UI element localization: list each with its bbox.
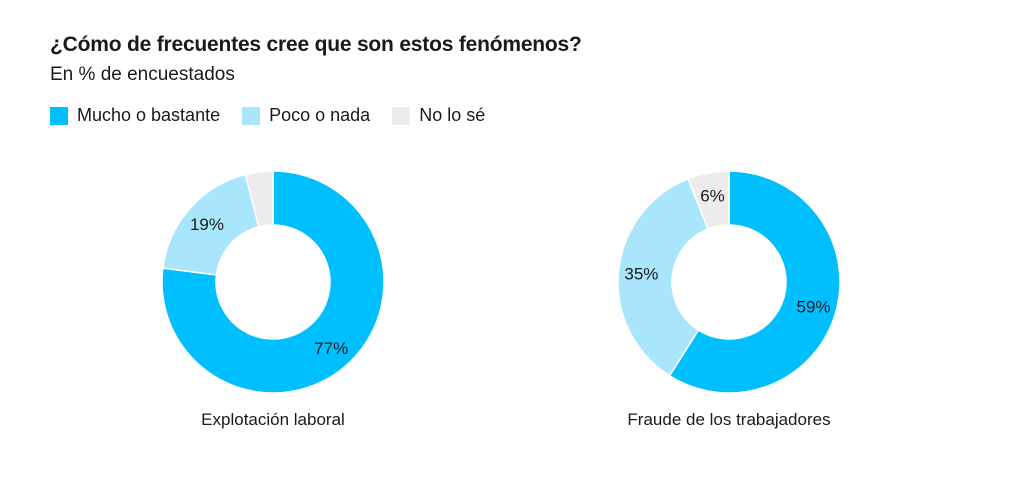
donut-2-label-mucho: 59% <box>796 298 830 317</box>
donut-2-slice-poco <box>617 177 709 377</box>
legend-item-nolose: No lo sé <box>392 105 485 126</box>
legend-label-poco: Poco o nada <box>269 105 371 125</box>
legend-item-mucho: Mucho o bastante <box>50 105 220 126</box>
donut-1-title: Explotación laboral <box>201 410 345 429</box>
chart-title: ¿Cómo de frecuentes cree que son estos f… <box>50 33 582 56</box>
donut-2-slice-mucho <box>668 170 841 394</box>
donut-2-slice-nolose <box>687 170 730 230</box>
legend-item-poco: Poco o nada <box>242 105 370 126</box>
legend: Mucho o bastante Poco o nada No lo sé <box>50 105 507 126</box>
legend-swatch-poco <box>242 106 261 125</box>
donut-2-label-poco: 35% <box>624 265 658 284</box>
donut-1-slice-mucho <box>161 170 385 394</box>
donut-2-label-nolose: 6% <box>700 187 725 206</box>
donut-1-slice-poco <box>162 173 260 276</box>
donut-2-title: Fraude de los trabajadores <box>627 410 830 429</box>
donut-1-slice-nolose <box>244 170 274 228</box>
legend-swatch-nolose <box>392 106 411 125</box>
legend-label-mucho: Mucho o bastante <box>77 105 221 125</box>
donut-1-label-poco: 19% <box>190 215 224 234</box>
legend-label-nolose: No lo sé <box>419 105 486 125</box>
donut-1-label-mucho: 77% <box>314 339 348 358</box>
chart-subtitle: En % de encuestados <box>50 64 235 85</box>
legend-swatch-mucho <box>50 106 68 125</box>
